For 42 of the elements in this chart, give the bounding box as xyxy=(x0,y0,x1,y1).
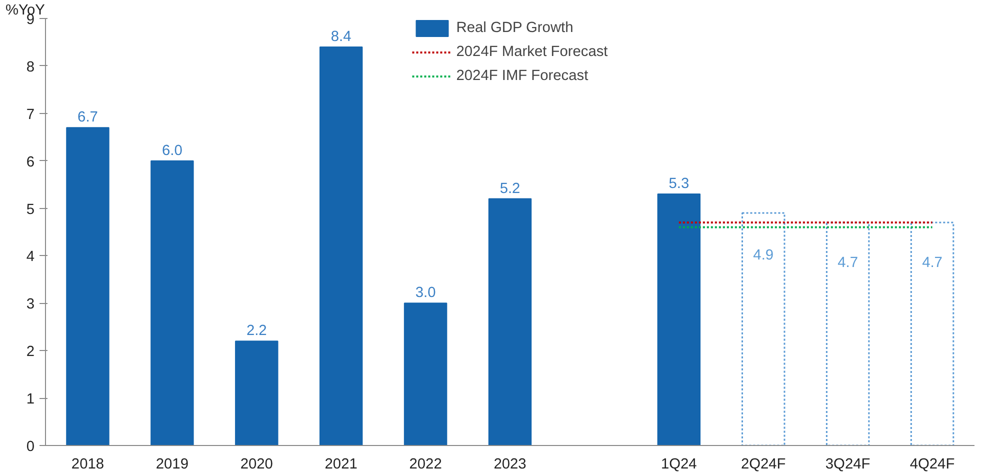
x-tick-label: 2021 xyxy=(324,456,358,472)
bar xyxy=(66,127,110,446)
data-label: 5.3 xyxy=(668,176,690,192)
data-label: 6.0 xyxy=(162,142,182,159)
y-tick-label: 4 xyxy=(26,249,35,266)
bar xyxy=(826,222,870,446)
bar xyxy=(404,302,448,446)
y-tick-label: 8 xyxy=(26,59,35,76)
data-label: 4.9 xyxy=(753,248,774,264)
x-tick-label: 4Q24F xyxy=(910,456,955,472)
bar xyxy=(235,340,278,446)
y-tick-label: 7 xyxy=(26,106,35,123)
data-label: 5.2 xyxy=(500,180,520,197)
x-tick-label: 2023 xyxy=(494,456,526,472)
y-tick-label: 2 xyxy=(26,344,35,360)
data-label: 3.0 xyxy=(415,285,436,302)
y-tick-label: 1 xyxy=(26,392,35,408)
legend-label: Real GDP Growth xyxy=(456,20,574,36)
bar xyxy=(488,198,532,446)
y-tick-label: 5 xyxy=(26,202,35,218)
x-tick-label: 1Q24 xyxy=(660,456,697,472)
x-tick-label: 2020 xyxy=(240,456,273,472)
bar xyxy=(150,160,194,446)
data-label: 4.7 xyxy=(922,255,942,272)
y-tick-label: 6 xyxy=(26,154,35,170)
legend-label: 2024F Market Forecast xyxy=(456,44,608,60)
bar xyxy=(319,46,363,446)
data-label: 2.2 xyxy=(246,323,267,340)
legend-label: 2024F IMF Forecast xyxy=(456,68,588,84)
data-label: 8.4 xyxy=(330,28,352,45)
bar xyxy=(910,222,954,446)
y-tick-label: 3 xyxy=(26,296,35,313)
x-tick-label: 2022 xyxy=(409,456,442,472)
data-label: 6.7 xyxy=(78,110,98,126)
bar xyxy=(742,212,786,446)
x-tick-label: 2019 xyxy=(156,456,188,472)
y-tick-label: 0 xyxy=(26,439,35,455)
data-label: 4.7 xyxy=(838,255,858,272)
x-tick-label: 3Q24F xyxy=(825,456,870,472)
bar xyxy=(657,194,701,446)
x-tick-label: 2Q24F xyxy=(740,456,786,472)
x-tick-label: 2018 xyxy=(71,456,104,472)
